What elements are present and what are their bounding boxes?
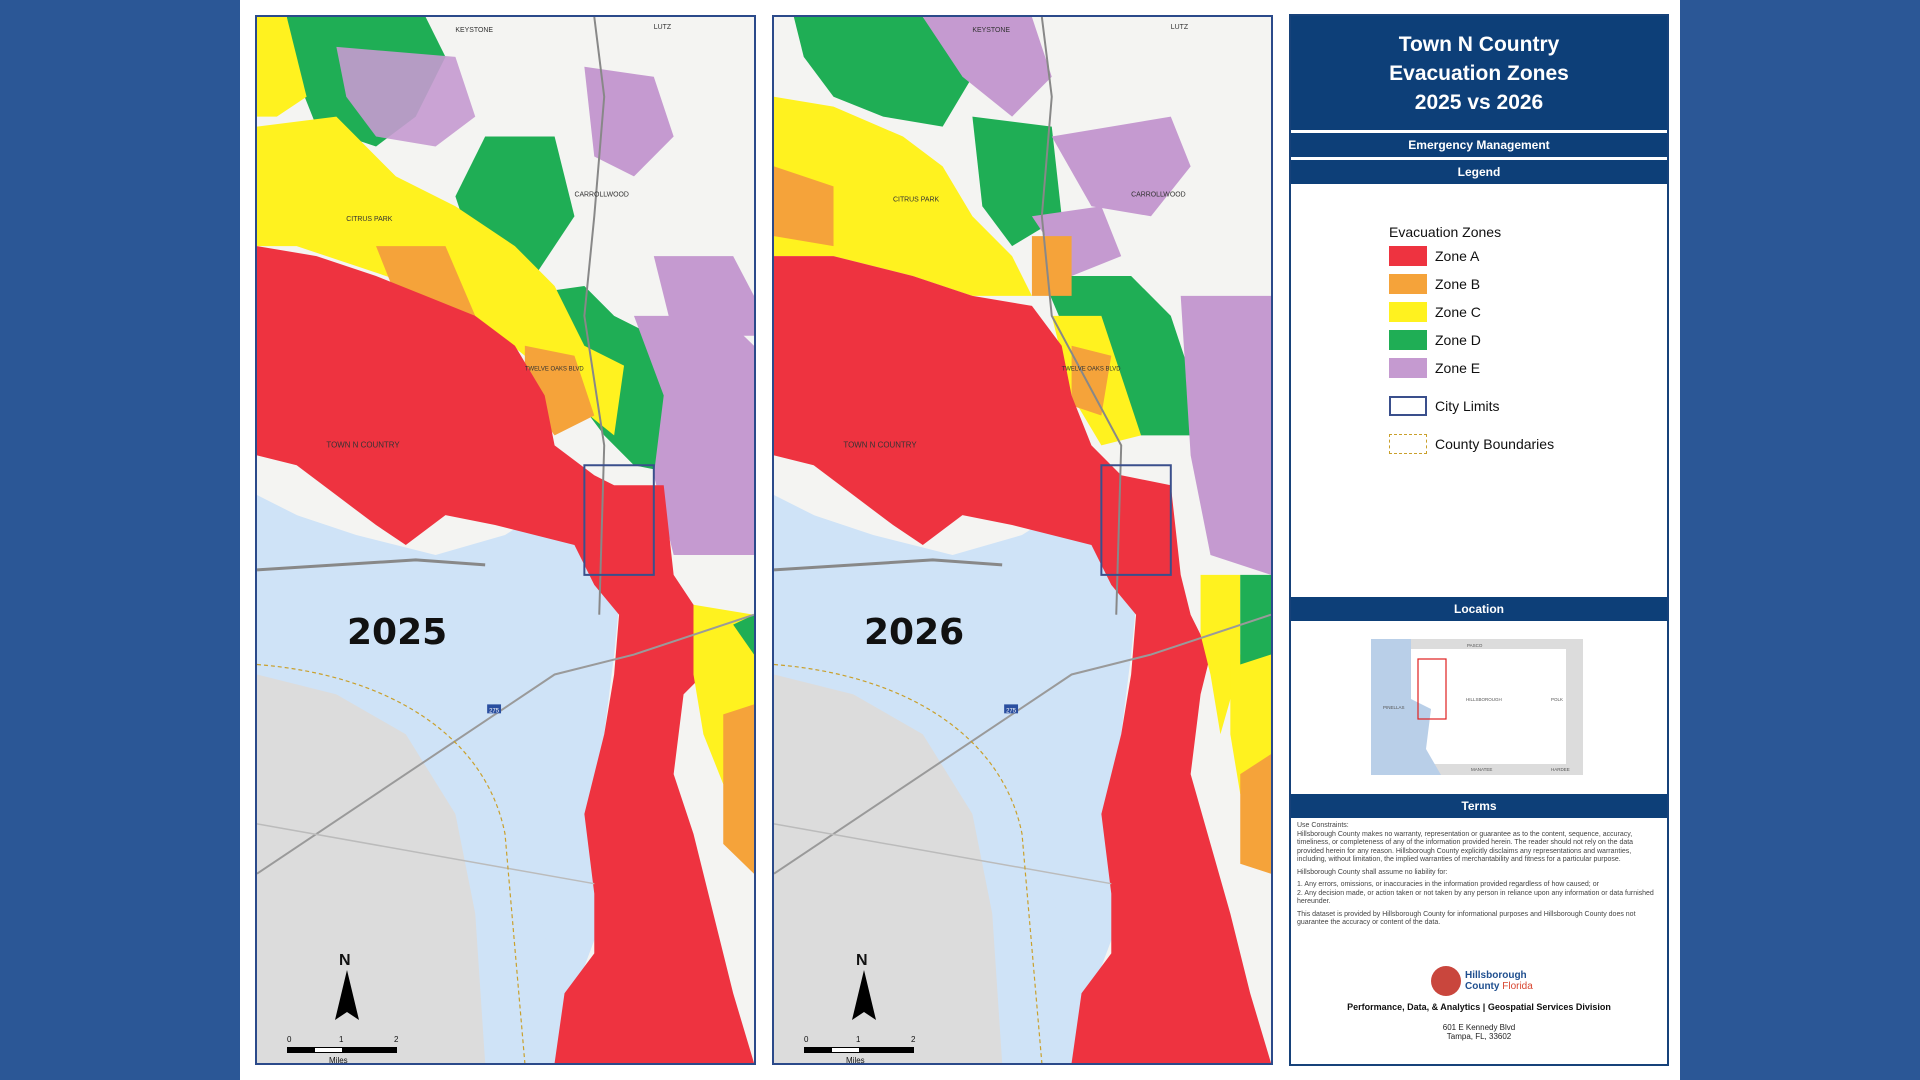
north-label: N (856, 952, 868, 969)
location-header: Location (1291, 597, 1667, 621)
label-town-n-country: TOWN N COUNTRY (326, 440, 400, 449)
year-label-2025: 2025 (347, 612, 448, 653)
interstate-shield (1004, 704, 1019, 714)
title-line-1: Town N Country (1398, 33, 1560, 56)
legend-label: Zone A (1435, 248, 1480, 264)
county-logo: Hillsborough County Florida (1431, 966, 1533, 996)
zone-c-swatch (1389, 302, 1427, 322)
label-manatee: MANATEE (1471, 767, 1492, 772)
terms-paragraph: This dataset is provided by Hillsborough… (1297, 910, 1636, 927)
label-lutz: LUTZ (654, 24, 672, 31)
logo-state: Florida (1502, 981, 1533, 992)
label-lutz: LUTZ (1171, 24, 1189, 31)
terms-paragraph: Hillsborough County makes no warranty, r… (1297, 830, 1634, 864)
address: 601 E Kennedy Blvd Tampa, FL, 33602 (1291, 1023, 1667, 1041)
city-limits-swatch (1389, 396, 1427, 416)
terms-paragraph: 1. Any errors, omissions, or inaccuracie… (1297, 881, 1599, 888)
zone-a-swatch (1389, 246, 1427, 266)
location-inset: PASCO PINELLAS HILLSBOROUGH POLK MANATEE… (1291, 621, 1667, 791)
scale-tick-0: 0 (804, 1035, 809, 1044)
scale-bar-graphic (804, 1047, 914, 1053)
scale-unit: Miles (846, 1056, 865, 1065)
label-carrollwood: CARROLLWOOD (1131, 191, 1185, 198)
address-line-2: Tampa, FL, 33602 (1446, 1032, 1512, 1041)
zone-b-swatch (1389, 274, 1427, 294)
north-label: N (339, 952, 351, 969)
zone-d-swatch (1389, 330, 1427, 350)
legend-item-zone-d: Zone D (1389, 330, 1481, 350)
label-hardee: HARDEE (1551, 767, 1570, 772)
logo-name-1: Hillsborough (1465, 970, 1527, 981)
label-town-n-country: TOWN N COUNTRY (843, 440, 917, 449)
logo-name-2: County (1465, 981, 1500, 992)
north-arrow-icon (335, 970, 359, 1020)
map-2026-canvas: KEYSTONE LUTZ CITRUS PARK CARROLLWOOD TO… (774, 17, 1271, 1063)
county-seal-icon (1431, 966, 1461, 996)
scale-bar: 0 1 2 Miles (804, 1035, 924, 1065)
legend-item-zone-c: Zone C (1389, 302, 1481, 322)
scale-unit: Miles (329, 1056, 348, 1065)
scale-tick-1: 1 (856, 1035, 861, 1044)
label-twelve-oaks: TWELVE OAKS BLVD (1062, 367, 1122, 373)
label-interstate: 275 (489, 708, 500, 714)
scale-bar: 0 1 2 Miles (287, 1035, 407, 1065)
terms-header: Terms (1291, 794, 1667, 818)
label-twelve-oaks: TWELVE OAKS BLVD (525, 367, 585, 373)
label-citrus-park: CITRUS PARK (893, 196, 939, 203)
terms-paragraph: 2. Any decision made, or action taken or… (1297, 889, 1654, 906)
terms-paragraph: Use Constraints: (1297, 822, 1349, 829)
legend-item-zone-b: Zone B (1389, 274, 1480, 294)
label-citrus-park: CITRUS PARK (346, 216, 392, 223)
north-arrow: N (327, 952, 367, 1022)
label-keystone: KEYSTONE (972, 27, 1010, 34)
label-carrollwood: CARROLLWOOD (574, 191, 628, 198)
terms-paragraph: Hillsborough County shall assume no liab… (1297, 868, 1448, 876)
legend-label: City Limits (1435, 398, 1500, 414)
label-hillsborough: HILLSBOROUGH (1466, 697, 1502, 702)
label-keystone: KEYSTONE (455, 27, 493, 34)
department-name: Performance, Data, & Analytics | Geospat… (1347, 1002, 1611, 1012)
legend-label: Zone D (1435, 332, 1481, 348)
subtitle-bar: Emergency Management (1291, 133, 1667, 157)
label-polk: POLK (1551, 697, 1563, 702)
scale-tick-2: 2 (911, 1035, 916, 1044)
title-block: Town N Country Evacuation Zones 2025 vs … (1291, 16, 1667, 130)
terms-section: Use Constraints: Hillsborough County mak… (1291, 818, 1667, 1048)
map-2025-canvas: KEYSTONE LUTZ CITRUS PARK CARROLLWOOD TO… (257, 17, 754, 1063)
map-sheet: KEYSTONE LUTZ CITRUS PARK CARROLLWOOD TO… (240, 0, 1680, 1080)
label-pinellas: PINELLAS (1383, 705, 1405, 710)
legend-item-county-boundaries: County Boundaries (1389, 434, 1554, 454)
legend-title: Evacuation Zones (1389, 224, 1502, 240)
legend-item-city-limits: City Limits (1389, 396, 1500, 416)
map-2025: KEYSTONE LUTZ CITRUS PARK CARROLLWOOD TO… (255, 15, 756, 1065)
address-line-1: 601 E Kennedy Blvd (1442, 1023, 1516, 1032)
interstate-shield (487, 704, 502, 714)
legend-header: Legend (1291, 160, 1667, 184)
info-panel: Town N Country Evacuation Zones 2025 vs … (1289, 14, 1669, 1066)
title-line-3: 2025 vs 2026 (1414, 91, 1544, 114)
north-arrow-icon (852, 970, 876, 1020)
scale-bar-graphic (287, 1047, 397, 1053)
legend-label: County Boundaries (1435, 436, 1555, 452)
map-2026: KEYSTONE LUTZ CITRUS PARK CARROLLWOOD TO… (772, 15, 1273, 1065)
north-arrow: N (844, 952, 884, 1022)
legend-item-zone-e: Zone E (1389, 358, 1480, 378)
title-line-2: Evacuation Zones (1389, 62, 1569, 85)
legend-label: Zone E (1435, 360, 1481, 376)
county-boundaries-swatch (1389, 434, 1427, 454)
year-label-2026: 2026 (864, 612, 965, 653)
legend-label: Zone C (1435, 304, 1481, 320)
scale-tick-0: 0 (287, 1035, 292, 1044)
scale-tick-1: 1 (339, 1035, 344, 1044)
legend: Evacuation Zones Zone A Zone B Zone C Zo… (1291, 184, 1667, 594)
zone-e-swatch (1389, 358, 1427, 378)
legend-label: Zone B (1435, 276, 1481, 292)
label-interstate: 275 (1006, 708, 1017, 714)
legend-item-zone-a: Zone A (1389, 246, 1479, 266)
scale-tick-2: 2 (394, 1035, 399, 1044)
label-pasco: PASCO (1467, 643, 1483, 648)
location-map: PASCO PINELLAS HILLSBOROUGH POLK MANATEE… (1371, 639, 1583, 775)
